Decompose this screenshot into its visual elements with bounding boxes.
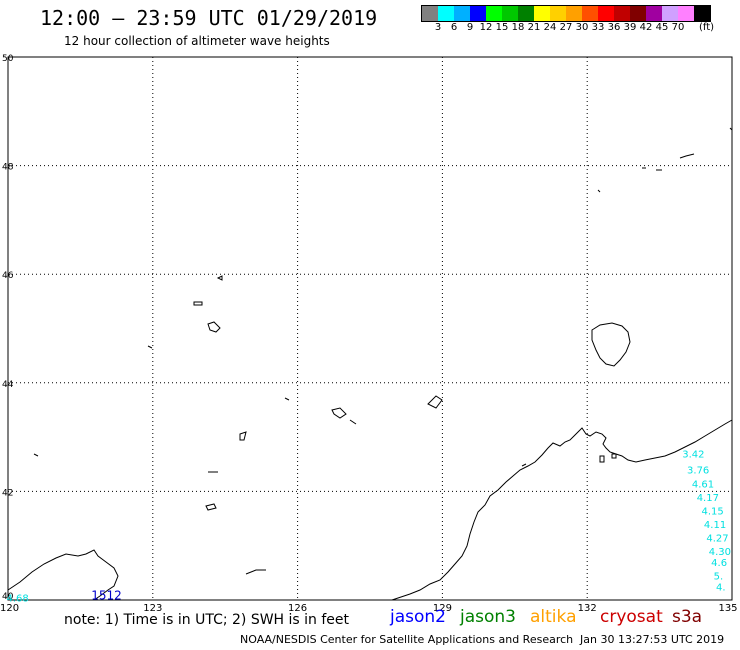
colorbar-swatch (422, 6, 438, 21)
lat-label: 46 (2, 271, 14, 281)
colorbar-label: 12 (479, 22, 493, 33)
island (611, 453, 617, 459)
colorbar-label: 27 (559, 22, 573, 33)
lon-label: 120 (0, 603, 19, 614)
swh-value-label: 4.15 (702, 506, 724, 517)
lat-label: 44 (2, 380, 14, 390)
coastline (7, 127, 733, 601)
colorbar-swatch (438, 6, 454, 21)
satellite-jason2: jason2 (390, 607, 446, 627)
island (679, 153, 695, 159)
island (427, 395, 443, 409)
island (239, 431, 247, 441)
lon-label: 126 (288, 603, 307, 614)
island (597, 189, 601, 193)
footer-credit: NOAA/NESDIS Center for Satellite Applica… (240, 633, 574, 646)
swh-value-label: 4.27 (706, 534, 728, 545)
island (599, 455, 605, 463)
island (33, 453, 39, 457)
lat-label: 40 (2, 592, 14, 602)
island (205, 503, 217, 511)
colorbar-swatch (678, 6, 694, 21)
satellite-cryosat: cryosat (600, 607, 663, 627)
colorbar-swatch (518, 6, 534, 21)
colorbar-swatch (454, 6, 470, 21)
peninsula-coast (7, 549, 119, 601)
altimeter-track-labels: 3.42 3.76 4.61 4.17 4.15 4.11 4.27 4.304.6 5.4. 4… (6, 449, 731, 604)
colorbar-label: 30 (575, 22, 589, 33)
colorbar-swatch (582, 6, 598, 21)
swh-value-label: 4.68 (6, 593, 28, 604)
island (729, 127, 733, 131)
lon-label: 129 (433, 603, 452, 614)
colorbar-swatch (630, 6, 646, 21)
colorbar-swatch (566, 6, 582, 21)
swh-value-label: 4.6 (711, 558, 727, 569)
island (245, 569, 266, 575)
colorbar-swatch (598, 6, 614, 21)
swh-value-label: 4.30 (709, 547, 731, 558)
lon-label: 132 (578, 603, 597, 614)
lat-label: 50 (2, 54, 14, 64)
lat-label: 42 (2, 488, 13, 498)
mainland-coast (391, 419, 733, 601)
colorbar-label: 18 (511, 22, 525, 33)
pass-time-label: 1512 (91, 588, 122, 602)
colorbar-label: 33 (591, 22, 605, 33)
swh-value-label: 3.42 (682, 449, 704, 460)
swh-value-label: 4.17 (697, 493, 719, 504)
colorbar-swatch (646, 6, 662, 21)
satellite-s3a: s3a (672, 607, 703, 627)
lon-label: 135 (718, 603, 737, 614)
colorbar-label: 9 (466, 22, 474, 33)
colorbar-label: 24 (543, 22, 557, 33)
satellite-altika: altika (530, 607, 577, 627)
island (207, 321, 221, 333)
colorbar-label: 6 (450, 22, 458, 33)
colorbar-unit: (ft) (699, 22, 715, 33)
colorbar-swatch (502, 6, 518, 21)
swh-value-label: 4.61 (692, 479, 714, 490)
colorbar-swatch (694, 6, 710, 21)
map-subtitle: 12 hour collection of altimeter wave hei… (64, 34, 330, 48)
lat-label: 48 (2, 163, 14, 173)
island (331, 407, 347, 419)
colorbar-label: 3 (434, 22, 442, 33)
colorbar-label: 42 (639, 22, 653, 33)
map-title: 12:00 – 23:59 UTC 01/29/2019 (40, 6, 378, 30)
lon-label: 123 (143, 603, 162, 614)
island (284, 397, 290, 401)
island (521, 463, 527, 467)
colorbar-swatch (486, 6, 502, 21)
graticule (8, 57, 732, 600)
swh-value-label: 4. (716, 582, 726, 593)
satellite-jason3: jason3 (460, 607, 516, 627)
lake-outline (591, 322, 631, 367)
swh-value-label: 5. (714, 572, 724, 583)
footer-timestamp: Jan 30 13:27:53 UTC 2019 (580, 633, 725, 646)
colorbar-label: 21 (527, 22, 541, 33)
colorbar-swatch (534, 6, 550, 21)
colorbar-label: 39 (623, 22, 637, 33)
colorbar-swatch (470, 6, 486, 21)
longitude-labels: 120 123 126 129 132 135 (0, 603, 738, 614)
colorbar-swatch (614, 6, 630, 21)
island (147, 345, 153, 349)
island (349, 419, 357, 425)
swh-value-label: 3.76 (687, 466, 709, 477)
colorbar-label: 15 (495, 22, 509, 33)
colorbar (421, 5, 711, 22)
swh-value-label: 4.11 (704, 520, 726, 531)
colorbar-label: 45 (655, 22, 669, 33)
map-frame (7, 56, 733, 601)
colorbar-label: 36 (607, 22, 621, 33)
island (193, 301, 203, 306)
note-text: note: 1) Time is in UTC; 2) SWH is in fe… (64, 612, 350, 628)
island (216, 275, 223, 281)
latitude-labels: 50 48 46 44 42 40 (2, 54, 14, 602)
colorbar-label: 70 (671, 22, 685, 33)
colorbar-swatch (662, 6, 678, 21)
colorbar-swatch (550, 6, 566, 21)
